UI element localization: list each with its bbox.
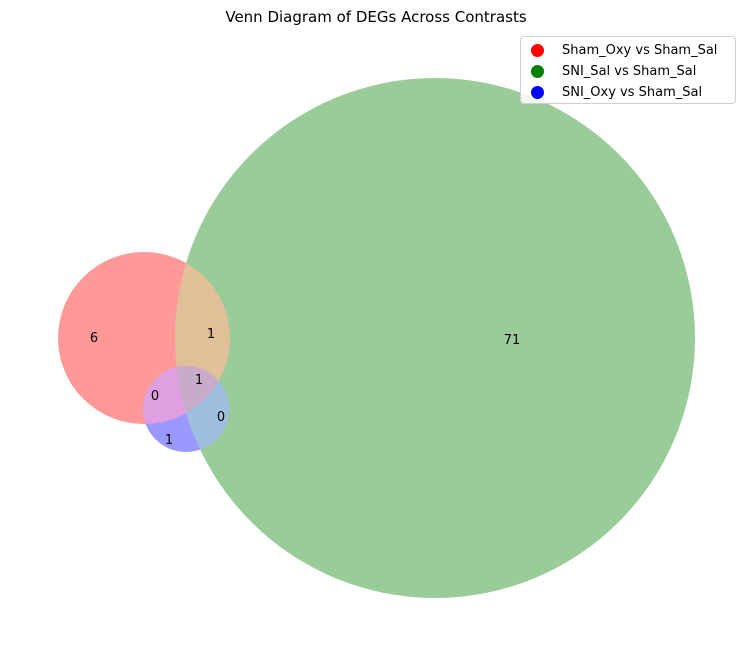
legend-item: SNI_Oxy vs Sham_Sal: [531, 82, 735, 103]
region-label-all-three: 1: [195, 373, 203, 388]
region-label-sham-oxy-sni-oxy: 0: [151, 389, 159, 404]
region-label-sni-oxy-only: 1: [165, 433, 173, 448]
legend-marker: [531, 86, 544, 99]
region-label-sham-oxy-only: 6: [90, 331, 98, 346]
set-circle-sni-sal: [175, 78, 695, 598]
legend-label: SNI_Sal vs Sham_Sal: [562, 64, 697, 79]
legend-marker: [531, 44, 544, 57]
legend-item: Sham_Oxy vs Sham_Sal: [531, 40, 735, 61]
region-label-sham-oxy-sni-sal: 1: [207, 327, 215, 342]
region-label-sni-sal-sni-oxy: 0: [217, 410, 225, 425]
legend-label: SNI_Oxy vs Sham_Sal: [562, 85, 703, 100]
legend-label: Sham_Oxy vs Sham_Sal: [562, 43, 718, 58]
region-label-sni-sal-only: 71: [504, 333, 521, 348]
legend: Sham_Oxy vs Sham_Sal SNI_Sal vs Sham_Sal…: [520, 36, 736, 104]
chart-title: Venn Diagram of DEGs Across Contrasts: [225, 8, 526, 26]
legend-item: SNI_Sal vs Sham_Sal: [531, 61, 735, 82]
legend-marker: [531, 65, 544, 78]
overlap-all-three: [175, 366, 229, 424]
